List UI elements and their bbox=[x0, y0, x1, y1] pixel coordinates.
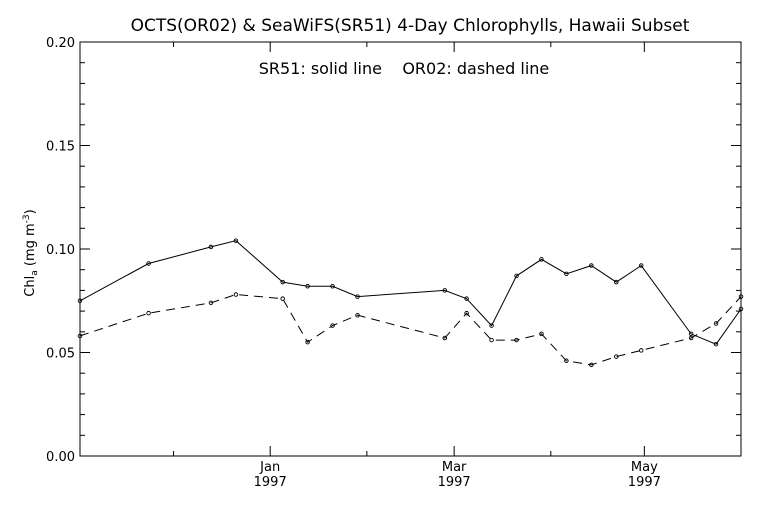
dashed-series-point bbox=[464, 310, 469, 316]
solid-series-point bbox=[280, 279, 285, 285]
dashed-series-point bbox=[564, 358, 569, 364]
solid-series-point bbox=[330, 284, 335, 289]
dashed-series-point bbox=[489, 337, 494, 343]
y-label-unit-sup: -3 bbox=[22, 214, 32, 223]
x-tick-month: Jan bbox=[259, 460, 280, 475]
chart-title: OCTS(OR02) & SeaWiFS(SR51) 4-Day Chlorop… bbox=[131, 16, 690, 36]
dashed-series-point bbox=[589, 362, 594, 368]
solid-series-point bbox=[713, 341, 719, 347]
x-tick-month: May bbox=[631, 460, 658, 475]
solid-series-point bbox=[688, 331, 694, 337]
solid-series-point bbox=[638, 263, 644, 268]
y-tick-label: 0.20 bbox=[46, 36, 75, 51]
solid-series-point bbox=[564, 271, 569, 277]
dashed-series-point bbox=[539, 331, 544, 337]
solid-series-point bbox=[589, 263, 594, 268]
x-tick-year: 1997 bbox=[438, 475, 471, 490]
solid-series-point bbox=[146, 261, 151, 266]
dashed-series-point bbox=[442, 335, 448, 341]
solid-series-point bbox=[77, 298, 83, 304]
y-tick-label: 0.10 bbox=[46, 243, 75, 258]
axis-ticks: 0.000.050.100.150.20Jan1997Mar1997May199… bbox=[46, 36, 741, 490]
y-label-base: Chl bbox=[23, 276, 38, 297]
dashed-series-point bbox=[305, 339, 310, 345]
solid-series-point bbox=[233, 238, 239, 243]
dashed-series-point bbox=[738, 294, 744, 299]
solid-series-point bbox=[514, 273, 519, 279]
dashed-series-point bbox=[713, 321, 719, 326]
dashed-series-point bbox=[614, 354, 619, 359]
y-label-unit-close: ) bbox=[23, 209, 38, 214]
y-tick-label: 0.15 bbox=[46, 140, 75, 155]
dashed-series-point bbox=[330, 323, 335, 328]
solid-series-line bbox=[79, 240, 742, 345]
solid-series-point bbox=[355, 294, 360, 299]
dashed-series-point bbox=[208, 300, 214, 306]
dashed-series-point bbox=[638, 348, 644, 353]
plot-frame bbox=[79, 41, 742, 457]
y-tick-label: 0.05 bbox=[46, 347, 75, 362]
y-label-unit-open: (mg m bbox=[23, 223, 38, 270]
solid-series-point bbox=[442, 288, 448, 293]
x-tick-month: Mar bbox=[442, 460, 467, 475]
y-tick-label: 0.00 bbox=[46, 450, 75, 465]
dashed-series-point bbox=[514, 337, 519, 343]
dashed-series-point bbox=[355, 312, 360, 318]
x-tick-year: 1997 bbox=[254, 475, 287, 490]
solid-series-point bbox=[464, 296, 469, 301]
x-tick-year: 1997 bbox=[628, 475, 661, 490]
y-label-sub: a bbox=[30, 270, 40, 276]
solid-series-point bbox=[738, 306, 744, 312]
dashed-series-point bbox=[688, 335, 694, 341]
line-style-annotation: SR51: solid line OR02: dashed line bbox=[259, 59, 550, 78]
dashed-series-line bbox=[79, 293, 742, 366]
series-layer bbox=[77, 238, 744, 368]
solid-series-point bbox=[489, 323, 494, 328]
plot-border bbox=[79, 41, 742, 457]
solid-series-point bbox=[208, 244, 214, 250]
dashed-series-point bbox=[233, 292, 239, 297]
solid-series-point bbox=[539, 257, 544, 262]
y-axis-label: Chla (mg m-3) bbox=[22, 209, 40, 296]
solid-series-point bbox=[614, 279, 619, 285]
dashed-series-point bbox=[146, 310, 151, 316]
dashed-series-point bbox=[77, 333, 83, 339]
dashed-series-point bbox=[280, 296, 285, 301]
solid-series-point bbox=[305, 284, 310, 289]
